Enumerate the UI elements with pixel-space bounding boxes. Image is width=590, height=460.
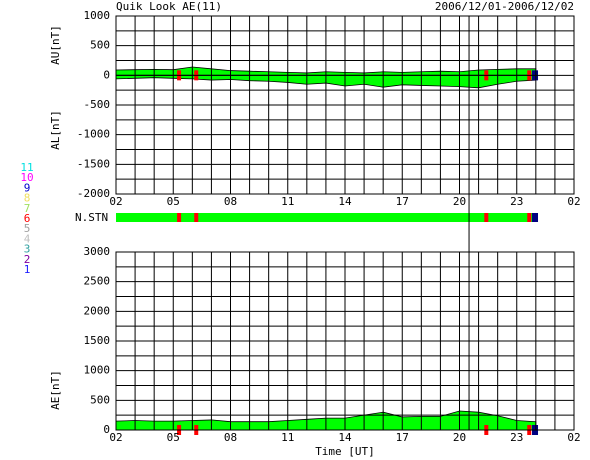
station-bar <box>116 213 536 222</box>
x-tick-label: 20 <box>453 195 466 208</box>
y-tick-label: -500 <box>84 98 111 111</box>
y-tick-label: 3000 <box>84 245 111 258</box>
legend-entry: 10 <box>20 171 33 184</box>
x-tick-label: 02 <box>109 431 122 444</box>
x-tick-label: 05 <box>167 195 180 208</box>
x-tick-label: 23 <box>510 195 523 208</box>
y-tick-label: 500 <box>90 39 110 52</box>
station-marker <box>484 213 489 222</box>
x-tick-label: 02 <box>109 195 122 208</box>
legend-entry: 11 <box>20 161 33 174</box>
y-tick-label: -2000 <box>77 187 110 200</box>
legend-entry: 2 <box>24 253 31 266</box>
y-axis-label: AE[nT] <box>49 370 62 410</box>
x-tick-label: 14 <box>338 431 352 444</box>
y-tick-label: 0 <box>103 68 110 81</box>
chart-title: Quik Look AE(11) <box>116 0 222 13</box>
y-tick-label: -1000 <box>77 128 110 141</box>
x-axis-label: Time [UT] <box>315 445 375 458</box>
legend-entry: 6 <box>24 212 31 225</box>
x-tick-label: 17 <box>396 195 409 208</box>
x-tick-label: 11 <box>281 195 294 208</box>
y-tick-label: -1500 <box>77 157 110 170</box>
station-marker <box>527 213 532 222</box>
x-tick-label: 02 <box>567 195 580 208</box>
station-marker <box>177 213 182 222</box>
y-tick-label: 1500 <box>84 334 111 347</box>
legend-entry: 3 <box>24 243 31 256</box>
legend-entry: 5 <box>24 222 31 235</box>
y-tick-label: 2500 <box>84 275 111 288</box>
legend-entry: 8 <box>24 192 31 205</box>
x-tick-label: 02 <box>567 431 580 444</box>
station-marker <box>194 213 199 222</box>
x-tick-label: 17 <box>396 431 409 444</box>
station-bar-label: N.STN <box>75 211 108 224</box>
x-tick-label: 08 <box>224 195 237 208</box>
legend-entry: 7 <box>24 202 31 215</box>
plot-frame <box>115 251 575 431</box>
legend-entry: 1 <box>24 263 31 276</box>
x-tick-label: 08 <box>224 431 237 444</box>
x-tick-label: 14 <box>338 195 352 208</box>
station-marker <box>532 213 539 222</box>
y-axis-label: AL[nT] <box>49 110 62 150</box>
y-tick-label: 0 <box>103 423 110 436</box>
x-tick-label: 23 <box>510 431 523 444</box>
legend-entry: 9 <box>24 181 31 194</box>
y-axis-label: AU[nT] <box>49 25 62 65</box>
y-tick-label: 1000 <box>84 9 111 22</box>
chart-subtitle: 2006/12/01-2006/12/02 <box>435 0 574 13</box>
y-tick-label: 2000 <box>84 304 111 317</box>
x-tick-label: 11 <box>281 431 294 444</box>
legend-entry: 4 <box>24 232 31 245</box>
plot-frame <box>115 15 575 195</box>
y-tick-label: 1000 <box>84 364 111 377</box>
x-tick-label: 05 <box>167 431 180 444</box>
data-area <box>115 66 537 76</box>
x-tick-label: 20 <box>453 431 466 444</box>
y-tick-label: 500 <box>90 393 110 406</box>
